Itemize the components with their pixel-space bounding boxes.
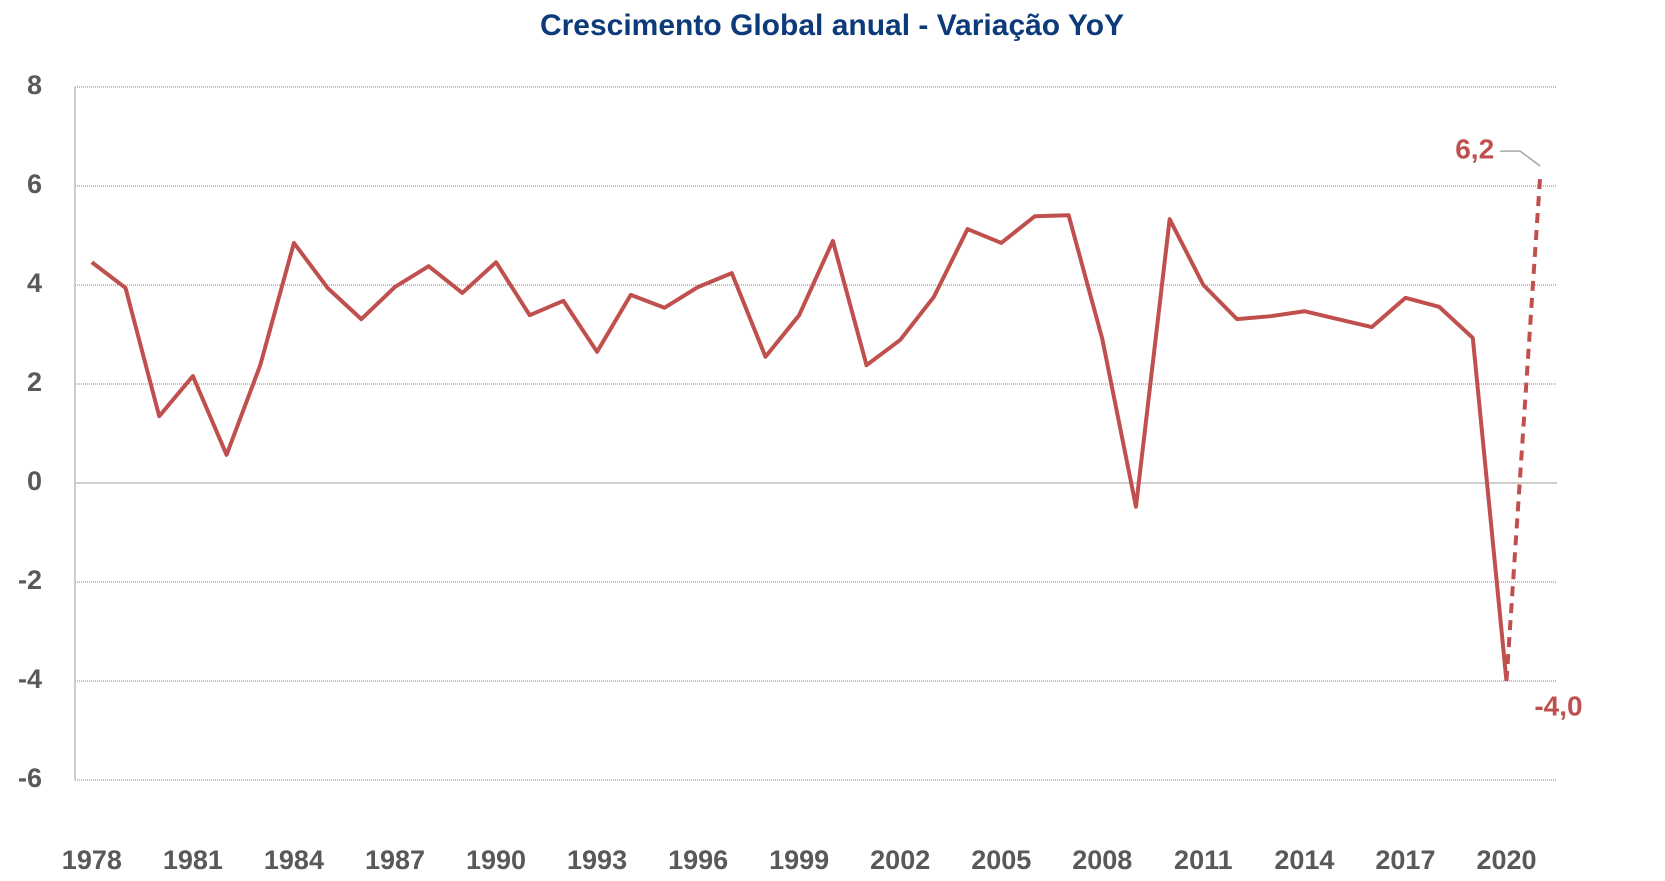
x-tick-label: 1987 [365,845,425,875]
data-label: -4,0 [1534,690,1582,721]
y-tick-label: -2 [18,565,42,595]
x-tick-label: 2008 [1072,845,1132,875]
series-line-dashed [1504,175,1543,682]
x-tick-label: 1996 [668,845,728,875]
y-tick-label: 4 [27,268,42,298]
label-leader [1500,150,1541,167]
x-tick-label: 1984 [264,845,324,875]
y-tick-label: 2 [27,367,42,397]
y-tick-label: 8 [27,70,42,100]
x-tick-label: 2014 [1274,845,1334,875]
y-tick-label: -4 [18,664,42,694]
y-tick-label: 6 [27,169,42,199]
y-tick-label: -6 [18,763,42,793]
x-tick-label: 2017 [1375,845,1435,875]
x-tick-label: 1993 [567,845,627,875]
y-tick-label: 0 [27,466,42,496]
x-tick-label: 1978 [62,845,122,875]
x-tick-label: 2002 [870,845,930,875]
series-line [90,213,1509,682]
x-tick-label: 1981 [163,845,223,875]
x-tick-label: 2011 [1174,845,1233,875]
data-label: 6,2 [1455,133,1494,164]
x-tick-label: 1999 [769,845,829,875]
chart-title: Crescimento Global anual - Variação YoY [540,9,1124,42]
x-tick-label: 2005 [971,845,1031,875]
x-tick-label: 1990 [466,845,526,875]
x-tick-label: 2020 [1476,845,1536,875]
